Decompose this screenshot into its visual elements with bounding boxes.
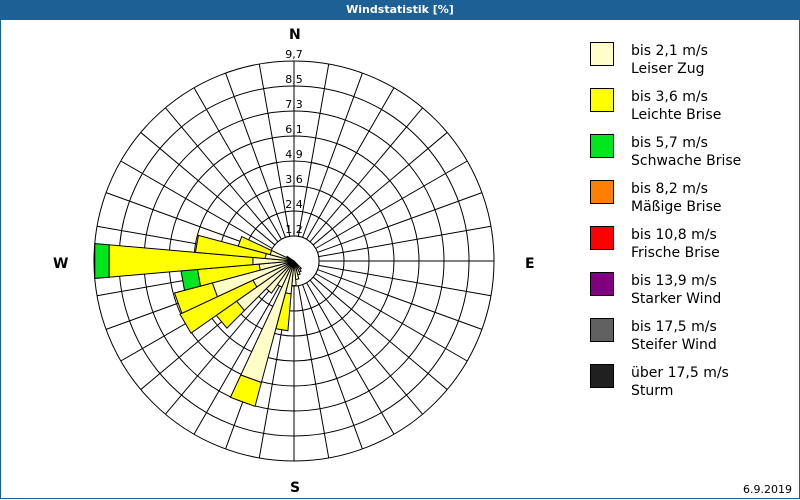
grid-spoke	[306, 282, 395, 435]
legend-range: bis 10,8 m/s	[631, 227, 717, 243]
grid-spoke	[225, 72, 286, 238]
rose-bar-segment	[194, 234, 267, 260]
radial-tick-label: 8,5	[285, 73, 303, 86]
grid-spoke	[317, 269, 483, 330]
legend-name: Sturm	[631, 383, 674, 399]
legend-range: bis 17,5 m/s	[631, 319, 717, 335]
legend-item: bis 3,6 m/s Leichte Brise	[590, 88, 790, 134]
grid-spoke	[193, 282, 282, 435]
legend-item: bis 17,5 m/s Steifer Wind	[590, 318, 790, 364]
legend-swatch	[590, 134, 614, 158]
rose-bar-segment	[237, 235, 273, 256]
rose-bar-segment	[94, 243, 110, 279]
grid-spoke	[315, 160, 468, 249]
grid-spoke	[165, 279, 279, 415]
compass-east-label: E	[525, 256, 535, 272]
grid-spoke	[302, 72, 363, 238]
radial-tick-label: 7,3	[285, 98, 303, 111]
rose-bar-segment	[285, 255, 295, 262]
legend-swatch	[590, 88, 614, 112]
legend-name: Schwache Brise	[631, 153, 742, 169]
legend-range: bis 8,2 m/s	[631, 181, 708, 197]
legend-swatch	[590, 180, 614, 204]
radial-tick-label: 3,6	[285, 173, 303, 186]
grid-spoke	[258, 63, 291, 237]
radial-tick-label: 4,9	[285, 148, 303, 161]
grid-spoke	[297, 63, 330, 237]
legend-name: Frische Brise	[631, 245, 720, 261]
grid-spoke	[312, 276, 448, 390]
grid-spoke	[309, 279, 423, 415]
grid-spoke	[318, 225, 492, 258]
grid-spoke	[165, 107, 279, 243]
grid-spoke	[317, 192, 483, 253]
legend-item: bis 13,9 m/s Starker Wind	[590, 272, 790, 318]
legend-name: Steifer Wind	[631, 337, 717, 353]
radial-tick-label: 1,2	[285, 223, 303, 236]
legend-item: bis 10,8 m/s Frische Brise	[590, 226, 790, 272]
grid-spoke	[306, 87, 395, 240]
radial-tick-label: 9,7	[285, 48, 303, 61]
legend-name: Leichte Brise	[631, 107, 722, 123]
grid-spoke	[315, 273, 468, 362]
legend-range: bis 13,9 m/s	[631, 273, 717, 289]
legend-swatch	[590, 364, 614, 388]
legend-swatch	[590, 42, 614, 66]
legend-range: über 17,5 m/s	[631, 365, 729, 381]
grid-spoke	[312, 132, 448, 246]
legend-name: Leiser Zug	[631, 61, 705, 77]
radial-tick-label: 6,1	[285, 123, 303, 136]
grid-spoke	[120, 160, 273, 249]
legend-item: bis 2,1 m/s Leiser Zug	[590, 42, 790, 88]
grid-spoke	[309, 107, 423, 243]
legend-range: bis 3,6 m/s	[631, 89, 708, 105]
compass-south-label: S	[290, 480, 301, 496]
radial-tick-label: 2,4	[285, 198, 303, 211]
grid-spoke	[193, 87, 282, 240]
window-title: Windstatistik [%]	[0, 0, 800, 20]
rose-bar-segment	[180, 268, 201, 292]
rose-bar-segment	[229, 374, 263, 408]
legend-swatch	[590, 272, 614, 296]
compass-north-label: N	[289, 27, 301, 43]
legend-name: Mäßige Brise	[631, 199, 722, 215]
legend-name: Starker Wind	[631, 291, 722, 307]
grid-spoke	[140, 132, 276, 246]
legend-swatch	[590, 318, 614, 342]
legend-item: bis 8,2 m/s Mäßige Brise	[590, 180, 790, 226]
compass-west-label: W	[53, 256, 69, 272]
legend-swatch	[590, 226, 614, 250]
legend-item: über 17,5 m/s Sturm	[590, 364, 790, 410]
legend-range: bis 5,7 m/s	[631, 135, 708, 151]
legend-item: bis 5,7 m/s Schwache Brise	[590, 134, 790, 180]
grid-spoke	[302, 284, 363, 450]
grid-spoke	[318, 264, 492, 297]
date-stamp: 6.9.2019	[743, 483, 792, 496]
legend-range: bis 2,1 m/s	[631, 43, 708, 59]
grid-spoke	[297, 285, 330, 459]
rose-bar-segment	[179, 279, 258, 334]
